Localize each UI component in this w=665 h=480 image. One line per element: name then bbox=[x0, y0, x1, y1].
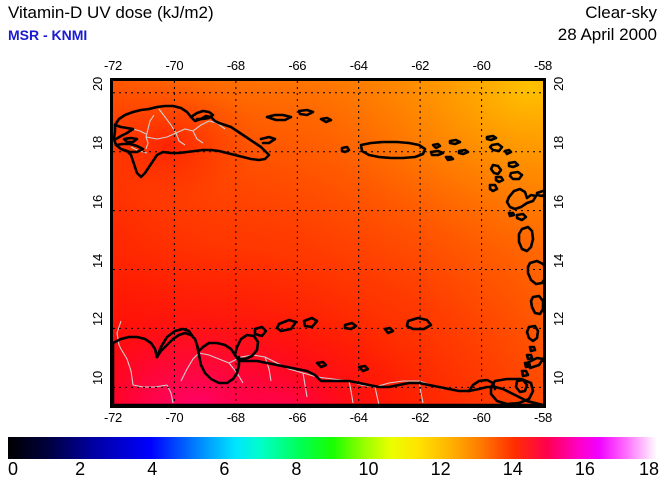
page-title: Vitamin-D UV dose (kJ/m2) bbox=[8, 3, 214, 22]
map-gridlines bbox=[113, 81, 543, 405]
colorbar-tick-label: 10 bbox=[358, 459, 379, 479]
axis-tick-label: 18 bbox=[90, 135, 105, 150]
axis-tick-label: -58 bbox=[534, 410, 552, 425]
heatmap-field bbox=[113, 81, 543, 405]
axis-tick-label: -68 bbox=[226, 58, 245, 73]
axis-tick-label: 20 bbox=[551, 76, 566, 91]
source-label: MSR - KNMI bbox=[8, 27, 88, 43]
axis-tick-label: -64 bbox=[349, 58, 368, 73]
axis-tick-label: -70 bbox=[165, 58, 184, 73]
axis-tick-label: -68 bbox=[226, 410, 245, 425]
axis-tick-label: 10 bbox=[90, 371, 105, 386]
axis-tick-label: 20 bbox=[90, 76, 105, 91]
colorbar-tick-label: 14 bbox=[502, 459, 523, 479]
axis-tick-label: -58 bbox=[534, 58, 552, 73]
axis-tick-label: -66 bbox=[288, 410, 307, 425]
uv-dose-heatmap bbox=[113, 81, 543, 405]
axis-tick-label: 12 bbox=[551, 312, 566, 327]
colorbar-tick-label: 12 bbox=[430, 459, 451, 479]
axis-right-labels: 20 18 16 14 12 10 bbox=[549, 76, 569, 408]
chart-header: Vitamin-D UV dose (kJ/m2) MSR - KNMI Cle… bbox=[0, 0, 665, 52]
axis-tick-label: -60 bbox=[472, 58, 491, 73]
axis-tick-label: -64 bbox=[349, 410, 368, 425]
colorbar-tick-label: 16 bbox=[574, 459, 595, 479]
axis-bottom-labels: -72 -70 -68 -66 -64 -62 -60 -58 bbox=[104, 410, 552, 428]
axis-tick-label: 16 bbox=[551, 194, 566, 209]
axis-tick-label: -62 bbox=[411, 410, 430, 425]
axis-tick-label: -72 bbox=[104, 58, 122, 73]
map-plot bbox=[110, 78, 546, 408]
plot-frame-border bbox=[110, 78, 546, 408]
axis-tick-label: 12 bbox=[90, 312, 105, 327]
colorbar-tick-label: 6 bbox=[219, 459, 230, 479]
axis-tick-label: -66 bbox=[288, 58, 307, 73]
axis-tick-label: -60 bbox=[472, 410, 491, 425]
sky-condition-label: Clear-sky bbox=[585, 3, 657, 22]
axis-tick-label: 14 bbox=[90, 253, 105, 268]
colorbar-tick-labels: 0 2 4 6 8 10 12 14 16 18 bbox=[0, 459, 665, 480]
axis-tick-label: -70 bbox=[165, 410, 184, 425]
colorbar bbox=[8, 437, 657, 459]
colorbar-gradient bbox=[8, 437, 657, 459]
map-canvas bbox=[113, 81, 543, 405]
colorbar-tick-label: 4 bbox=[147, 459, 158, 479]
colorbar-tick-label: 18 bbox=[638, 459, 660, 479]
axis-tick-label: 10 bbox=[551, 371, 566, 386]
axis-tick-label: 16 bbox=[90, 194, 105, 209]
axis-top-labels: -72 -70 -68 -66 -64 -62 -60 -58 bbox=[104, 58, 552, 76]
colorbar-tick-label: 8 bbox=[291, 459, 302, 479]
axis-tick-label: -62 bbox=[411, 58, 430, 73]
colorbar-tick-label: 2 bbox=[75, 459, 86, 479]
axis-tick-label: -72 bbox=[104, 410, 122, 425]
axis-left-labels: 20 18 16 14 12 10 bbox=[88, 76, 108, 408]
date-label: 28 April 2000 bbox=[557, 25, 657, 44]
axis-tick-label: 14 bbox=[551, 253, 566, 268]
colorbar-tick-label: 0 bbox=[7, 459, 19, 479]
axis-tick-label: 18 bbox=[551, 135, 566, 150]
